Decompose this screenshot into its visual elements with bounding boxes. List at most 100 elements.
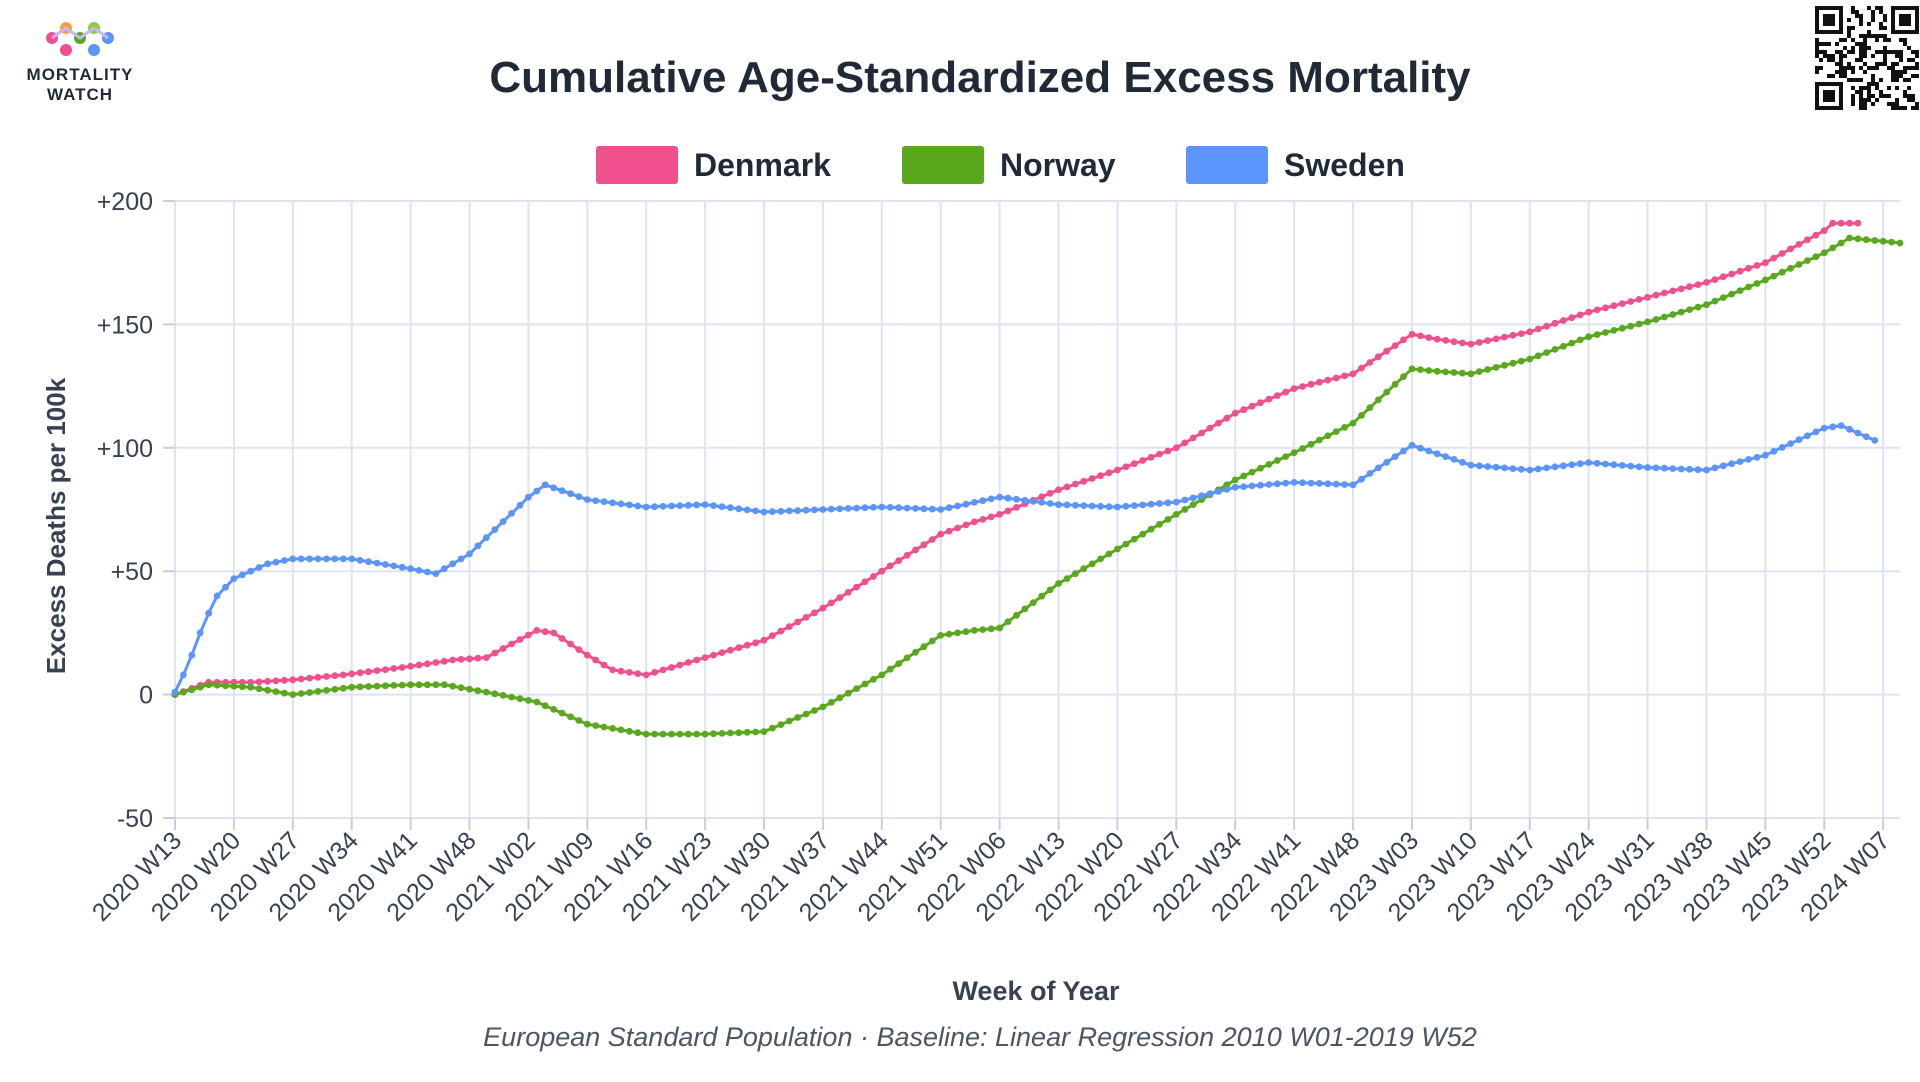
data-point [255, 685, 263, 693]
qr-module [1871, 78, 1875, 82]
data-point [390, 682, 398, 689]
data-point [1694, 303, 1702, 311]
data-point [1694, 281, 1702, 288]
data-point [769, 724, 776, 732]
qr-module [1863, 62, 1867, 66]
data-point [281, 689, 288, 697]
data-point [600, 661, 608, 669]
data-point [247, 567, 255, 575]
data-point [482, 534, 490, 542]
data-point [1627, 298, 1635, 305]
data-point [1257, 464, 1264, 472]
data-point [382, 682, 389, 690]
data-point [1425, 367, 1433, 374]
data-point [516, 695, 524, 703]
qr-module [1851, 26, 1855, 30]
data-point [196, 629, 204, 637]
qr-module [1867, 6, 1871, 10]
data-point [1072, 501, 1079, 509]
data-point [1114, 466, 1121, 474]
qr-module [1891, 66, 1895, 70]
qr-module [1851, 38, 1855, 42]
data-point [1358, 412, 1365, 419]
qr-module [1895, 98, 1899, 102]
qr-module [1867, 98, 1871, 102]
data-point [836, 594, 844, 601]
data-point [912, 648, 919, 656]
data-point [1189, 501, 1197, 508]
data-point [668, 730, 675, 738]
data-point [407, 662, 414, 670]
qr-module [1843, 46, 1847, 50]
data-point [819, 604, 827, 612]
data-point [710, 651, 717, 659]
data-point [314, 673, 322, 681]
data-point [844, 689, 852, 697]
data-point [575, 493, 583, 501]
data-point [743, 506, 751, 514]
data-point [188, 651, 196, 659]
data-point [971, 627, 978, 634]
qr-module [1895, 54, 1899, 58]
data-point [1097, 502, 1104, 510]
data-point [827, 699, 835, 706]
data-point [710, 502, 717, 509]
data-point [1332, 428, 1340, 435]
qr-module [1907, 98, 1911, 102]
qr-module [1863, 38, 1867, 42]
data-point [499, 645, 507, 652]
data-point [1433, 450, 1441, 458]
data-point [617, 726, 625, 734]
data-point [1130, 535, 1138, 543]
data-point [718, 503, 726, 511]
data-point [1358, 475, 1365, 483]
qr-module [1891, 74, 1895, 78]
data-point [1332, 480, 1340, 488]
qr-module [1863, 106, 1867, 110]
data-point [651, 669, 658, 676]
data-point [651, 503, 658, 511]
data-point [1273, 457, 1281, 464]
data-point [1812, 231, 1820, 239]
qr-module [1907, 66, 1911, 70]
data-point [1282, 453, 1290, 460]
data-point [945, 504, 953, 512]
qr-module [1903, 90, 1907, 94]
data-point [760, 728, 768, 735]
qr-module [1823, 42, 1827, 46]
data-point [1004, 618, 1012, 625]
data-point [272, 688, 280, 695]
data-point [1021, 496, 1029, 504]
data-point [1686, 283, 1693, 291]
data-point [1198, 429, 1205, 437]
series-sweden [171, 422, 1879, 696]
data-point [205, 681, 213, 689]
data-point [1156, 450, 1163, 458]
data-point [1862, 236, 1870, 244]
data-point [1778, 444, 1786, 451]
data-point [777, 627, 785, 635]
qr-module [1883, 34, 1887, 38]
data-point [1349, 370, 1357, 378]
data-point [1139, 530, 1147, 538]
data-point [331, 685, 339, 693]
data-point [1459, 339, 1466, 347]
qr-module [1887, 102, 1891, 106]
data-point [1509, 359, 1517, 367]
data-point [1408, 441, 1416, 449]
data-point [1837, 219, 1845, 227]
data-point [1248, 482, 1256, 490]
data-point [230, 682, 238, 690]
data-point [1585, 308, 1593, 316]
qr-code [1815, 6, 1919, 110]
data-point [264, 677, 271, 685]
qr-module [1839, 74, 1843, 78]
qr-module [1839, 50, 1843, 54]
data-point [1164, 447, 1172, 455]
data-point [1206, 424, 1214, 432]
data-point [1063, 501, 1071, 509]
data-point [171, 688, 179, 696]
data-point [297, 555, 305, 563]
qr-module [1911, 50, 1915, 54]
data-point [920, 505, 928, 513]
